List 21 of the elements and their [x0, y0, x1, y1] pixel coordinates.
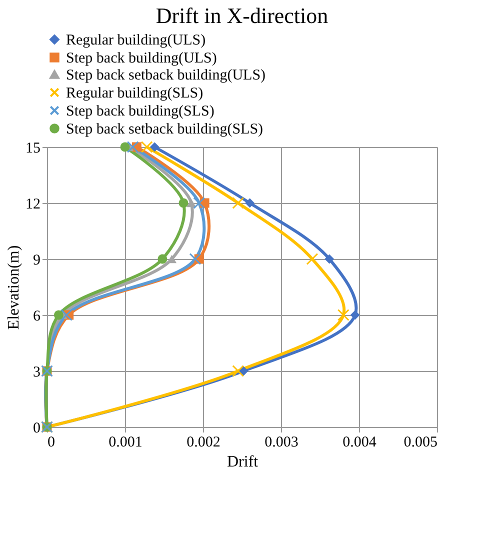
legend-label: Step back building(ULS) [66, 50, 217, 66]
y-axis-title: Elevation(m) [6, 245, 22, 330]
legend-label: Regular building(ULS) [66, 32, 206, 48]
y-tick-label: 15 [26, 140, 40, 156]
x-tick-label: 0.004 [342, 434, 377, 450]
x-tick-label: 0.003 [264, 434, 298, 450]
y-tick-label: 3 [33, 364, 40, 380]
legend-label: Step back setback building(SLS) [66, 122, 264, 138]
legend-label: Regular building(SLS) [66, 86, 204, 102]
legend-label: Step back building(SLS) [66, 104, 214, 120]
y-tick-label: 6 [33, 308, 41, 324]
y-tick-label: 0 [33, 420, 40, 436]
legend-label: Step back setback building(ULS) [66, 68, 266, 84]
x-tick-label: 0.005 [404, 434, 438, 450]
x-tick-label: 0 [48, 434, 55, 450]
y-tick-label: 12 [26, 196, 40, 212]
chart-title: Drift in X-direction [156, 3, 328, 28]
y-tick-label: 9 [33, 252, 40, 268]
x-tick-label: 0.002 [186, 434, 220, 450]
x-tick-label: 0.001 [108, 434, 142, 450]
x-axis-title: Drift [226, 454, 259, 470]
